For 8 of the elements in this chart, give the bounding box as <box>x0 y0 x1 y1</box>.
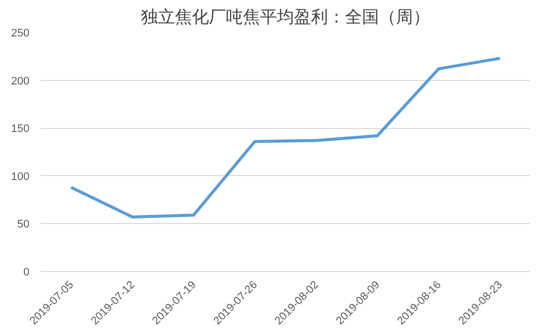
y-tick-label: 250 <box>11 28 30 40</box>
y-tick-label: 50 <box>17 218 30 231</box>
y-tick-label: 0 <box>23 266 30 278</box>
y-tick-label: 200 <box>11 75 30 88</box>
y-tick-label: 150 <box>11 123 30 136</box>
y-tick-label: 100 <box>11 170 30 183</box>
line-series <box>70 56 502 219</box>
chart-title: 独立焦化厂吨焦平均盈利：全国（周） <box>141 8 430 28</box>
